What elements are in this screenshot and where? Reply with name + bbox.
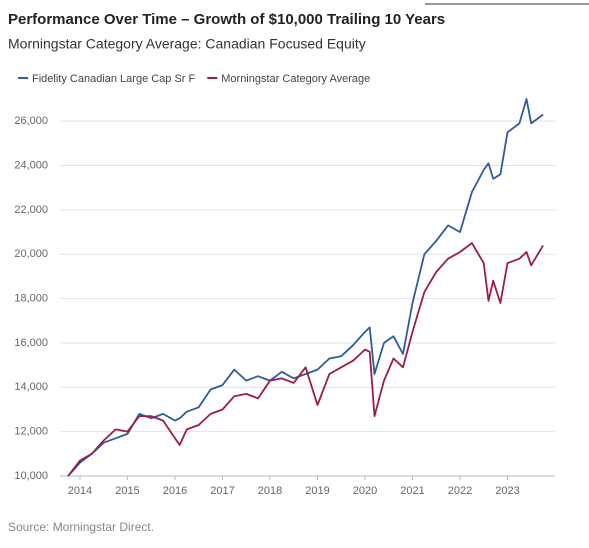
x-tick-label: 2020 — [353, 485, 377, 497]
series-line — [67, 242, 544, 477]
y-tick-label: 26,000 — [14, 115, 48, 127]
x-tick-label: 2014 — [68, 485, 92, 497]
chart-subtitle: Morningstar Category Average: Canadian F… — [8, 36, 366, 52]
x-tick-label: 2023 — [495, 485, 519, 497]
chart-title: Performance Over Time – Growth of $10,00… — [8, 11, 445, 28]
y-tick-label: 24,000 — [14, 159, 48, 171]
y-tick-label: 18,000 — [14, 292, 48, 304]
y-tick-label: 10,000 — [14, 470, 48, 482]
y-tick-label: 22,000 — [14, 204, 48, 216]
y-tick-label: 20,000 — [14, 248, 48, 260]
legend-label: Morningstar Category Average — [221, 73, 370, 85]
x-tick-label: 2019 — [305, 485, 329, 497]
source-note: Source: Morningstar Direct. — [8, 520, 154, 534]
y-tick-label: 12,000 — [14, 426, 48, 438]
y-tick-label: 16,000 — [14, 337, 48, 349]
x-tick-label: 2017 — [210, 485, 234, 497]
x-tick-label: 2018 — [258, 485, 282, 497]
x-tick-label: 2016 — [163, 485, 187, 497]
x-tick-label: 2022 — [448, 485, 472, 497]
legend-label: Fidelity Canadian Large Cap Sr F — [32, 73, 196, 85]
x-tick-label: 2015 — [115, 485, 139, 497]
y-tick-label: 14,000 — [14, 381, 48, 393]
x-tick-label: 2021 — [400, 485, 424, 497]
series-line — [67, 98, 544, 477]
